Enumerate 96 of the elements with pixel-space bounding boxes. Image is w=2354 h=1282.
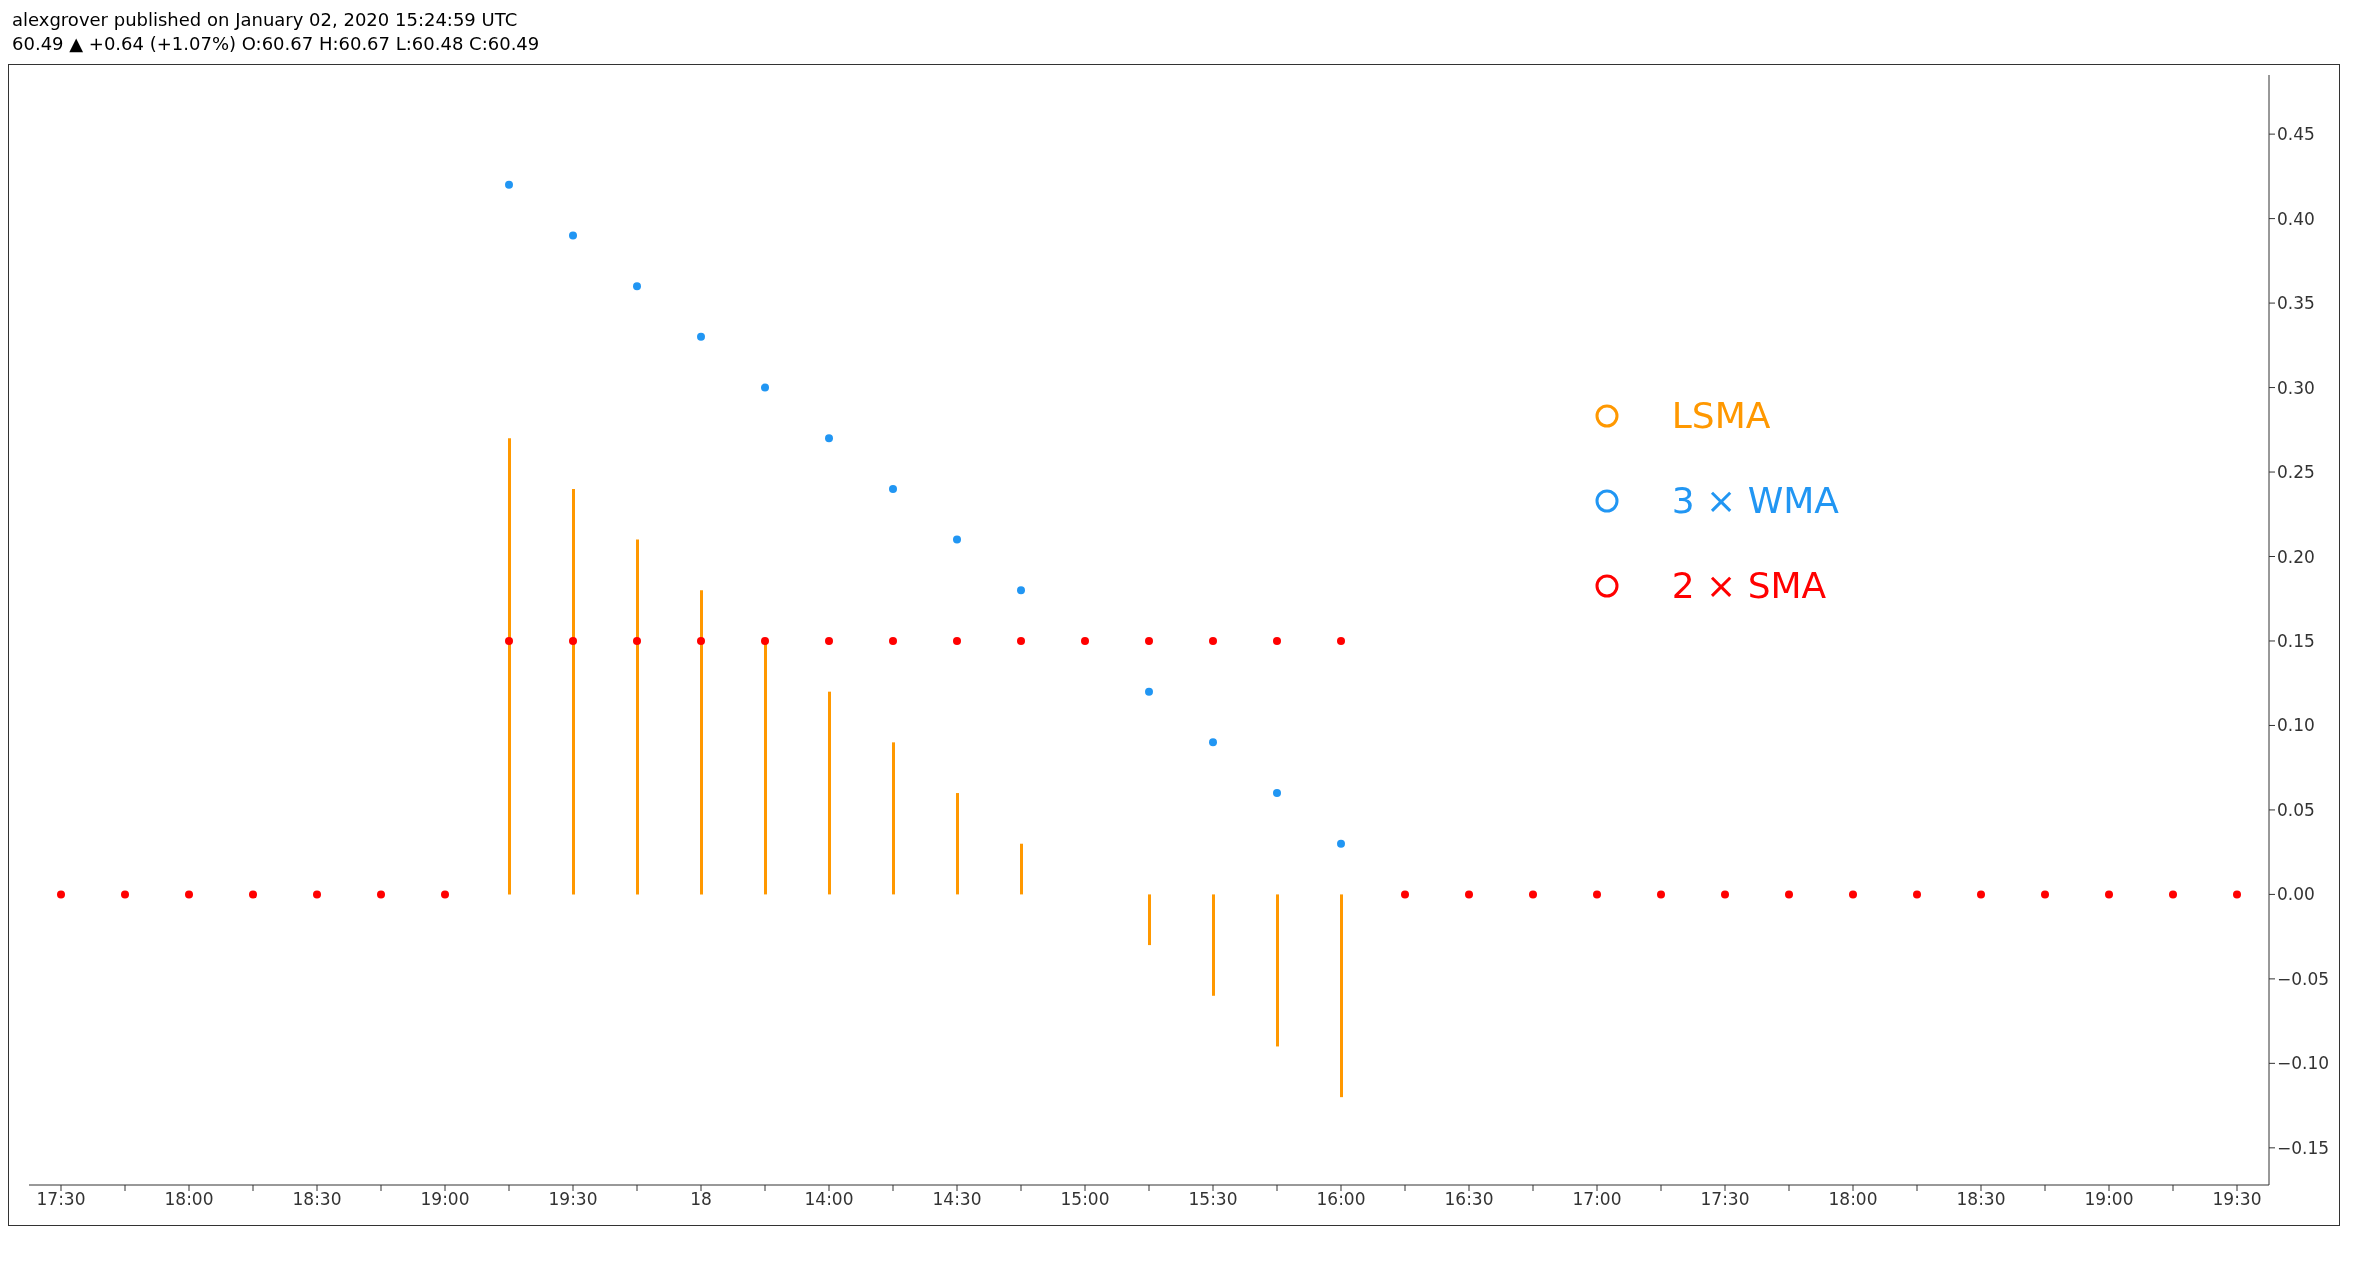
y-tick-label: 0.10 xyxy=(2277,715,2315,736)
bar xyxy=(892,742,895,895)
point xyxy=(121,890,129,899)
y-tick-label: 0.20 xyxy=(2277,546,2315,567)
point xyxy=(761,636,769,645)
point xyxy=(1209,636,1217,645)
x-tick-label: 19:00 xyxy=(420,1189,470,1210)
point xyxy=(953,636,961,645)
x-tick-label: 16:30 xyxy=(1444,1189,1494,1210)
x-tick-label: 17:30 xyxy=(36,1189,86,1210)
point xyxy=(2041,890,2049,899)
x-tick-label: 18:30 xyxy=(292,1189,342,1210)
point xyxy=(2169,890,2177,899)
point xyxy=(569,636,577,645)
x-tick-label: 16:00 xyxy=(1316,1189,1366,1210)
point xyxy=(1145,687,1153,696)
point xyxy=(1081,636,1089,645)
point xyxy=(1529,890,1537,899)
point xyxy=(2233,890,2241,899)
y-tick-label: 0.05 xyxy=(2277,799,2315,820)
point xyxy=(1465,890,1473,899)
text: alexgrover published on January 02, 2020 15:24:59 UTC xyxy=(12,8,519,32)
bar xyxy=(508,438,511,895)
point xyxy=(1849,890,1857,899)
x-tick-label: 19:30 xyxy=(2212,1189,2262,1210)
text: 60.49 ▲ +0.64 (+1.07%) O:60.67 H:60.67 L:60.48 C:60.49 xyxy=(12,32,541,56)
point xyxy=(1593,890,1601,899)
point xyxy=(1785,890,1793,899)
legend-label: LSMA xyxy=(1671,395,1771,436)
bar xyxy=(1020,843,1023,895)
point xyxy=(697,332,705,341)
x-tick-label: 15:30 xyxy=(1188,1189,1238,1210)
point xyxy=(505,636,513,645)
y-tick-label: 0.00 xyxy=(2277,884,2315,905)
point xyxy=(1913,890,1921,899)
bar xyxy=(828,691,831,895)
bar xyxy=(1212,894,1215,996)
point xyxy=(889,636,897,645)
point xyxy=(1145,636,1153,645)
point xyxy=(1401,890,1409,899)
point xyxy=(1721,890,1729,899)
y-tick-label: −0.05 xyxy=(2277,968,2330,989)
y-tick-label: 0.45 xyxy=(2277,124,2315,145)
point xyxy=(249,890,257,899)
point xyxy=(697,636,705,645)
point xyxy=(1273,789,1281,798)
point xyxy=(1977,890,1985,899)
point xyxy=(1657,890,1665,899)
x-tick-label: 18:00 xyxy=(164,1189,214,1210)
point xyxy=(57,890,65,899)
x-tick-label: 15:00 xyxy=(1060,1189,1110,1210)
legend-label: 3 × WMA xyxy=(1671,480,1839,521)
point xyxy=(185,890,193,899)
bar xyxy=(1340,894,1343,1098)
x-tick-label: 17:00 xyxy=(1572,1189,1622,1210)
y-tick-label: 0.40 xyxy=(2277,208,2315,229)
bar xyxy=(636,539,639,895)
bar xyxy=(1276,894,1279,1047)
bar xyxy=(956,793,959,895)
point xyxy=(633,636,641,645)
bar xyxy=(700,590,703,895)
point xyxy=(1273,636,1281,645)
point xyxy=(1337,839,1345,848)
point xyxy=(761,383,769,392)
point xyxy=(569,231,577,240)
point xyxy=(953,535,961,544)
point xyxy=(377,890,385,899)
y-tick-label: 0.30 xyxy=(2277,377,2315,398)
point xyxy=(1017,586,1025,595)
point xyxy=(825,636,833,645)
point xyxy=(441,890,449,899)
x-tick-label: 17:30 xyxy=(1700,1189,1750,1210)
x-tick-label: 14:00 xyxy=(804,1189,854,1210)
x-tick-label: 19:30 xyxy=(548,1189,598,1210)
y-tick-label: 0.15 xyxy=(2277,631,2315,652)
x-tick-label: 18 xyxy=(690,1189,712,1210)
point xyxy=(1337,636,1345,645)
y-tick-label: 0.25 xyxy=(2277,462,2315,483)
point xyxy=(505,180,513,189)
bar xyxy=(1148,894,1151,946)
point xyxy=(825,434,833,443)
x-tick-label: 18:30 xyxy=(1956,1189,2006,1210)
y-tick-label: 0.35 xyxy=(2277,293,2315,314)
point xyxy=(1209,738,1217,747)
legend-label: 2 × SMA xyxy=(1671,565,1827,606)
y-tick-label: −0.15 xyxy=(2277,1137,2330,1158)
x-tick-label: 18:00 xyxy=(1828,1189,1878,1210)
x-tick-label: 14:30 xyxy=(932,1189,982,1210)
point xyxy=(633,282,641,291)
point xyxy=(313,890,321,899)
point xyxy=(889,484,897,493)
x-tick-label: 19:00 xyxy=(2084,1189,2134,1210)
bar xyxy=(572,488,575,895)
y-tick-label: −0.10 xyxy=(2277,1053,2330,1074)
point xyxy=(1017,636,1025,645)
point xyxy=(2105,890,2113,899)
